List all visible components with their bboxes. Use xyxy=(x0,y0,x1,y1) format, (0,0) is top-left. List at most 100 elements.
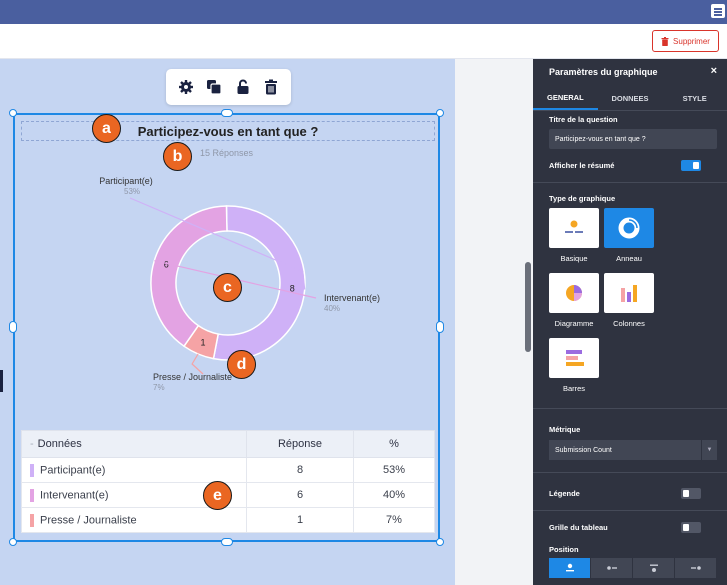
row-label: Intervenant(e) xyxy=(40,488,109,501)
position-left-icon xyxy=(606,566,617,570)
metric-select[interactable]: Submission Count xyxy=(549,440,701,460)
color-swatch xyxy=(30,488,34,502)
divider xyxy=(533,510,727,511)
question-title-label: Titre de la question xyxy=(549,115,618,124)
annotation-badge-d: d xyxy=(227,350,256,379)
show-summary-toggle[interactable] xyxy=(681,160,701,171)
basic-chart-icon xyxy=(565,220,583,233)
pie-chart-icon xyxy=(566,285,582,301)
position-right-button[interactable] xyxy=(675,558,717,578)
column-chart-icon xyxy=(621,285,637,302)
annotation-badge-b: b xyxy=(163,142,192,171)
table-grid-toggle[interactable] xyxy=(681,522,701,533)
resize-handle-right[interactable] xyxy=(436,321,444,333)
table-row: Presse / Journaliste 1 7% xyxy=(21,507,435,533)
column-header-response[interactable]: Réponse xyxy=(246,430,354,458)
slice-value-label: 8 xyxy=(290,283,295,293)
resize-handle-tr[interactable] xyxy=(436,109,444,117)
chart-type-anneau[interactable] xyxy=(604,208,654,248)
position-label: Position xyxy=(549,545,579,554)
position-bottom-button[interactable] xyxy=(633,558,675,578)
data-table: - Données Réponse % Participant(e) 8 53% … xyxy=(21,430,435,533)
chart-type-basique-label: Basique xyxy=(560,254,588,263)
donut-slice-2[interactable] xyxy=(150,205,228,348)
chart-type-colonnes-label: Colonnes xyxy=(613,319,645,328)
response-count: 15 Réponses xyxy=(200,148,254,158)
chart-type-barres[interactable] xyxy=(549,338,599,378)
annotation-badge-a: a xyxy=(92,114,121,143)
resize-handle-top[interactable] xyxy=(221,109,233,117)
row-count: 1 xyxy=(246,507,354,533)
bar-chart-icon xyxy=(566,350,584,366)
resize-handle-left[interactable] xyxy=(9,321,17,333)
panel-title: Paramètres du graphique xyxy=(549,67,658,77)
legend-toggle[interactable] xyxy=(681,488,701,499)
action-bar xyxy=(0,24,727,59)
slice-value-label: 1 xyxy=(200,337,205,347)
column-header-percent[interactable]: % xyxy=(353,430,435,458)
slice-category-label: Participant(e) xyxy=(99,176,153,186)
color-swatch xyxy=(30,463,34,477)
scrollbar-thumb[interactable] xyxy=(525,262,531,352)
table-row: Participant(e) 8 53% xyxy=(21,457,435,483)
unlock-icon[interactable] xyxy=(232,76,254,98)
canvas-gutter xyxy=(455,59,523,585)
top-bar xyxy=(0,0,727,24)
table-header-row: - Données Réponse % xyxy=(21,430,435,458)
divider xyxy=(533,408,727,409)
resize-handle-bl[interactable] xyxy=(9,538,17,546)
delete-button-label: Supprimer xyxy=(673,36,710,46)
annotation-badge-c: c xyxy=(213,273,242,302)
trash-icon[interactable] xyxy=(260,76,282,98)
table-grid-label: Grille du tableau xyxy=(549,523,608,532)
divider xyxy=(533,182,727,183)
slice-percent-label: 40% xyxy=(324,304,340,313)
metric-label: Métrique xyxy=(549,425,581,434)
position-right-icon xyxy=(690,566,701,570)
divider xyxy=(533,472,727,473)
chart-type-basique[interactable] xyxy=(549,208,599,248)
resize-handle-br[interactable] xyxy=(436,538,444,546)
slice-percent-label: 53% xyxy=(124,187,140,196)
slice-category-label: Intervenant(e) xyxy=(324,293,380,303)
row-count: 6 xyxy=(246,482,354,508)
gear-icon[interactable] xyxy=(175,76,197,98)
position-top-button[interactable] xyxy=(549,558,591,578)
chart-type-anneau-label: Anneau xyxy=(616,254,642,263)
chart-title: Participez-vous en tant que ? xyxy=(137,123,319,139)
donut-chart: 8 1 6 Participant(e)53% Presse / Journalist… xyxy=(99,176,380,392)
position-bottom-icon xyxy=(649,564,658,572)
chart-type-barres-label: Barres xyxy=(562,384,586,393)
resize-handle-bottom[interactable] xyxy=(221,538,233,546)
column-header-data[interactable]: - Données xyxy=(21,430,247,458)
close-icon[interactable]: × xyxy=(710,65,717,77)
chart-type-diagramme-label: Diagramme xyxy=(554,319,594,328)
slice-value-label: 6 xyxy=(164,259,169,269)
tab-general[interactable]: GENERAL xyxy=(533,87,598,110)
row-label: Presse / Journaliste xyxy=(40,513,137,526)
slice-percent-label: 7% xyxy=(153,383,165,392)
position-selector xyxy=(549,558,717,578)
tab-style[interactable]: STYLE xyxy=(682,94,707,103)
position-top-icon xyxy=(565,563,574,572)
slice-category-label: Presse / Journaliste xyxy=(153,372,232,382)
leader-line xyxy=(129,197,306,290)
position-left-button[interactable] xyxy=(591,558,633,578)
row-count: 8 xyxy=(246,457,354,483)
chart-type-label: Type de graphique xyxy=(549,194,616,203)
delete-button[interactable]: Supprimer xyxy=(652,30,719,52)
resize-handle-tl[interactable] xyxy=(9,109,17,117)
left-edge-marker xyxy=(0,370,3,392)
duplicate-icon[interactable] xyxy=(203,76,225,98)
menu-icon[interactable] xyxy=(711,4,725,18)
leader-line xyxy=(191,353,204,375)
donut-chart-icon xyxy=(618,217,640,239)
chart-type-diagramme[interactable] xyxy=(549,273,599,313)
question-title-input[interactable]: Participez-vous en tant que ? xyxy=(549,129,717,149)
chart-title-box[interactable]: Participez-vous en tant que ? xyxy=(21,121,435,141)
tab-donnees[interactable]: DONNEES xyxy=(611,94,649,103)
chevron-down-icon[interactable]: ▼ xyxy=(701,440,717,460)
trash-icon xyxy=(661,36,669,46)
chart-type-colonnes[interactable] xyxy=(604,273,654,313)
show-summary-label: Afficher le résumé xyxy=(549,161,615,170)
